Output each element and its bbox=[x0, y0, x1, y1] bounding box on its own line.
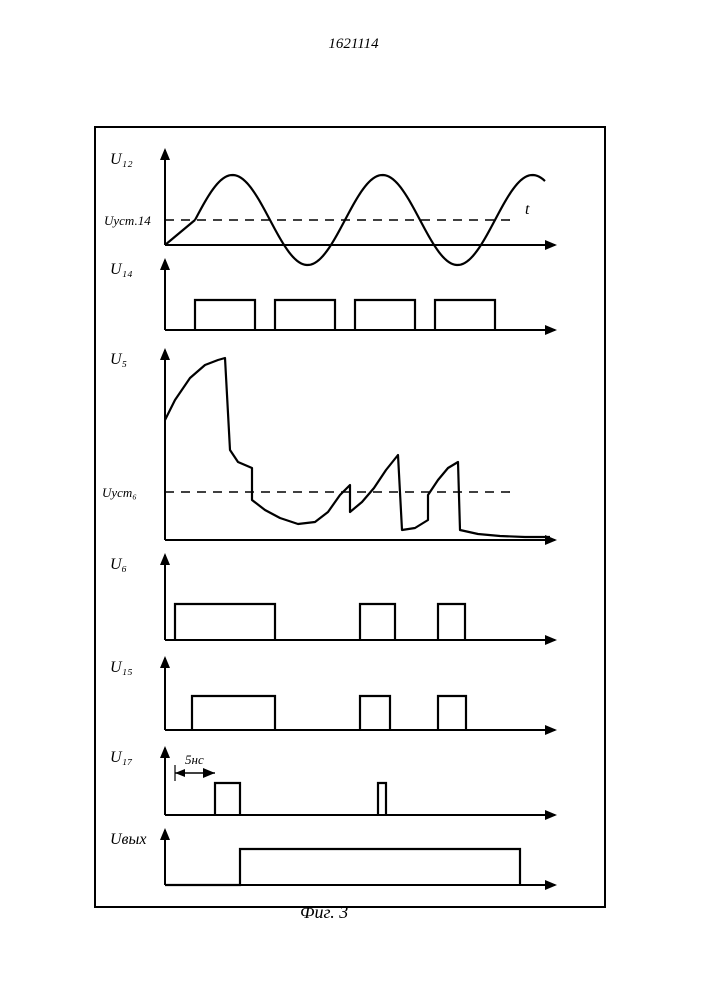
svg-text:1621114: 1621114 bbox=[328, 36, 379, 52]
svg-text:U₁₄: U₁₄ bbox=[110, 261, 133, 278]
svg-text:Uвых: Uвых bbox=[110, 831, 146, 848]
svg-text:t: t bbox=[525, 201, 530, 218]
svg-text:Фиг. 3: Фиг. 3 bbox=[300, 902, 348, 922]
svg-text:Uуст₆: Uуст₆ bbox=[102, 485, 137, 500]
svg-text:U₁₂: U₁₂ bbox=[110, 151, 133, 168]
svg-text:U₅: U₅ bbox=[110, 351, 127, 368]
svg-text:U₁₇: U₁₇ bbox=[110, 749, 133, 766]
svg-text:U₆: U₆ bbox=[110, 556, 127, 573]
svg-text:U₁₅: U₁₅ bbox=[110, 659, 133, 676]
svg-text:5нс: 5нс bbox=[185, 752, 204, 767]
svg-text:Uуст.14: Uуст.14 bbox=[104, 213, 151, 228]
